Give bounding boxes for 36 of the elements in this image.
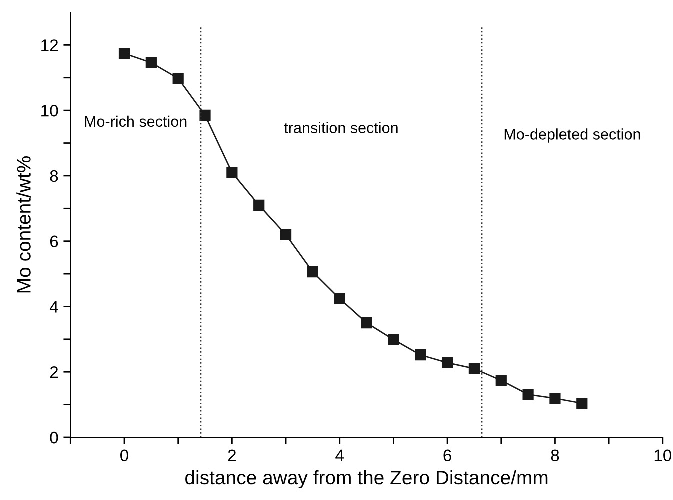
- y-tick-label: 0: [50, 432, 58, 444]
- y-tick-label: 6: [50, 236, 58, 248]
- x-axis-title: distance away from the Zero Distance/mm: [186, 470, 548, 489]
- annotation: Mo-depleted section: [504, 128, 640, 143]
- point: [522, 389, 534, 400]
- x-tick-label: 0: [120, 450, 128, 462]
- y-tick-label: 2: [50, 366, 58, 378]
- x-tick-label: 2: [228, 450, 236, 462]
- point: [550, 393, 561, 404]
- annotation: Mo-rich section: [85, 116, 187, 128]
- point: [496, 375, 507, 386]
- point: [146, 57, 157, 68]
- y-tick-label: 4: [50, 301, 58, 313]
- point: [415, 350, 426, 361]
- point: [118, 48, 130, 60]
- point: [442, 357, 454, 369]
- point: [172, 72, 184, 84]
- x-tick-label: 10: [654, 450, 672, 462]
- point: [307, 266, 318, 278]
- point: [334, 293, 346, 304]
- y-tick-label: 8: [50, 170, 58, 182]
- x-tick-label: 8: [551, 450, 560, 462]
- point: [388, 334, 400, 346]
- point: [468, 363, 480, 374]
- point: [361, 318, 372, 329]
- point: [254, 200, 265, 211]
- point: [280, 229, 292, 240]
- point: [226, 167, 238, 178]
- point: [576, 398, 588, 410]
- annotation: transition section: [284, 122, 398, 134]
- y-tick-label: 12: [42, 40, 58, 52]
- y-tick-label: 10: [42, 104, 58, 117]
- y-axis-title: Mo content/wt%: [16, 156, 31, 293]
- x-tick-label: 4: [336, 450, 344, 462]
- x-tick-label: 6: [444, 450, 452, 462]
- point: [200, 110, 211, 122]
